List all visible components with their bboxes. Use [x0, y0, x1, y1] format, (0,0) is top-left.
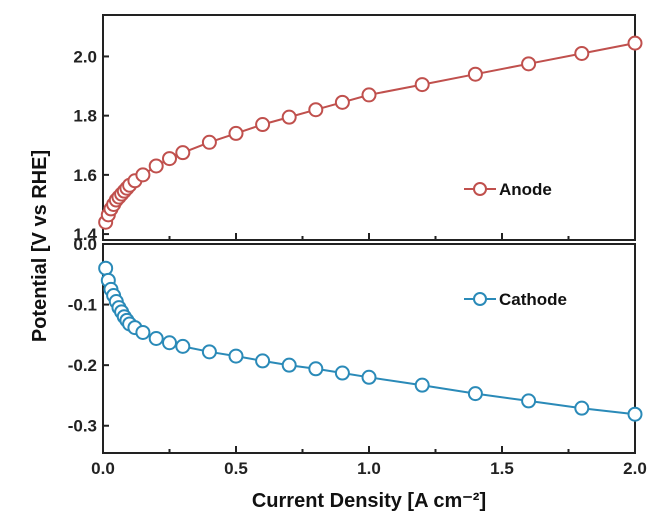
anode-data-point-19 [308, 102, 324, 118]
cathode-ytick-label-1: -0.1 [68, 296, 97, 315]
anode-ytick-label-0: 1.4 [73, 225, 97, 244]
legend-cathode-marker [473, 292, 487, 306]
cathode-ytick-label-2: -0.2 [68, 356, 97, 375]
cathode-data-point-25 [574, 400, 590, 416]
xtick-label-4: 2.0 [623, 459, 647, 478]
xtick-label-3: 1.5 [490, 459, 514, 478]
bottom-y-axis: 0.0 -0.1 -0.2 -0.3 [68, 235, 636, 453]
cathode-data-point-14 [175, 338, 191, 354]
anode-data-point-26 [627, 35, 643, 51]
cathode-data-point-24 [521, 393, 537, 409]
cathode-data-point-15 [201, 344, 217, 360]
series-layer [98, 35, 643, 422]
xtick-label-2: 1.0 [357, 459, 381, 478]
anode-data-point-24 [521, 56, 537, 72]
anode-data-point-13 [162, 151, 177, 167]
cathode-data-point-26 [627, 406, 643, 422]
anode-data-point-15 [201, 134, 217, 150]
legend-anode-label: Anode [499, 180, 552, 199]
cathode-data-point-23 [467, 386, 483, 402]
cathode-data-point-19 [308, 361, 324, 377]
cathode-ytick-label-0: 0.0 [73, 235, 97, 254]
legend-cathode-label: Cathode [499, 290, 567, 309]
cathode-data-point-12 [148, 331, 164, 347]
legend-anode: Anode [464, 180, 552, 199]
anode-data-point-20 [334, 94, 350, 110]
cathode-data-point-0 [98, 260, 114, 276]
anode-data-point-23 [467, 66, 483, 82]
xtick-label-0: 0.0 [91, 459, 115, 478]
anode-data-point-14 [175, 145, 191, 161]
y-axis-title: Potential [V vs RHE] [29, 150, 51, 342]
cathode-data-point-22 [414, 377, 430, 393]
cathode-data-point-18 [281, 357, 297, 373]
anode-data-point-21 [361, 87, 377, 103]
anode-data-point-18 [281, 109, 297, 125]
top-panel-frame [102, 14, 636, 241]
anode-ytick-label-3: 2.0 [73, 47, 97, 66]
cathode-data-point-11 [135, 324, 151, 340]
cathode-data-point-20 [334, 365, 350, 381]
xtick-label-1: 0.5 [224, 459, 248, 478]
cathode-data-point-13 [162, 335, 177, 351]
anode-data-point-16 [228, 125, 244, 141]
anode-ytick-label-1: 1.6 [73, 166, 97, 185]
anode-ytick-label-2: 1.8 [73, 107, 97, 126]
anode-data-point-17 [255, 117, 271, 133]
legend-cathode: Cathode [464, 290, 567, 309]
x-axis-title: Current Density [A cm⁻²] [252, 490, 486, 512]
anode-data-point-22 [414, 77, 430, 93]
anode-series-line [104, 42, 636, 223]
anode-data-point-25 [574, 45, 590, 61]
anode-data-point-12 [148, 158, 164, 174]
legend-anode-marker [473, 182, 487, 196]
cathode-data-point-17 [255, 353, 271, 369]
cathode-ytick-label-3: -0.3 [68, 417, 97, 436]
top-y-axis: 1.4 1.6 1.8 2.0 [73, 47, 636, 244]
anode-data-point-11 [135, 167, 151, 183]
cathode-data-point-16 [228, 348, 244, 364]
x-axis: 0.0 0.5 1.0 1.5 2.0 [91, 459, 647, 478]
cathode-data-point-21 [361, 369, 377, 385]
